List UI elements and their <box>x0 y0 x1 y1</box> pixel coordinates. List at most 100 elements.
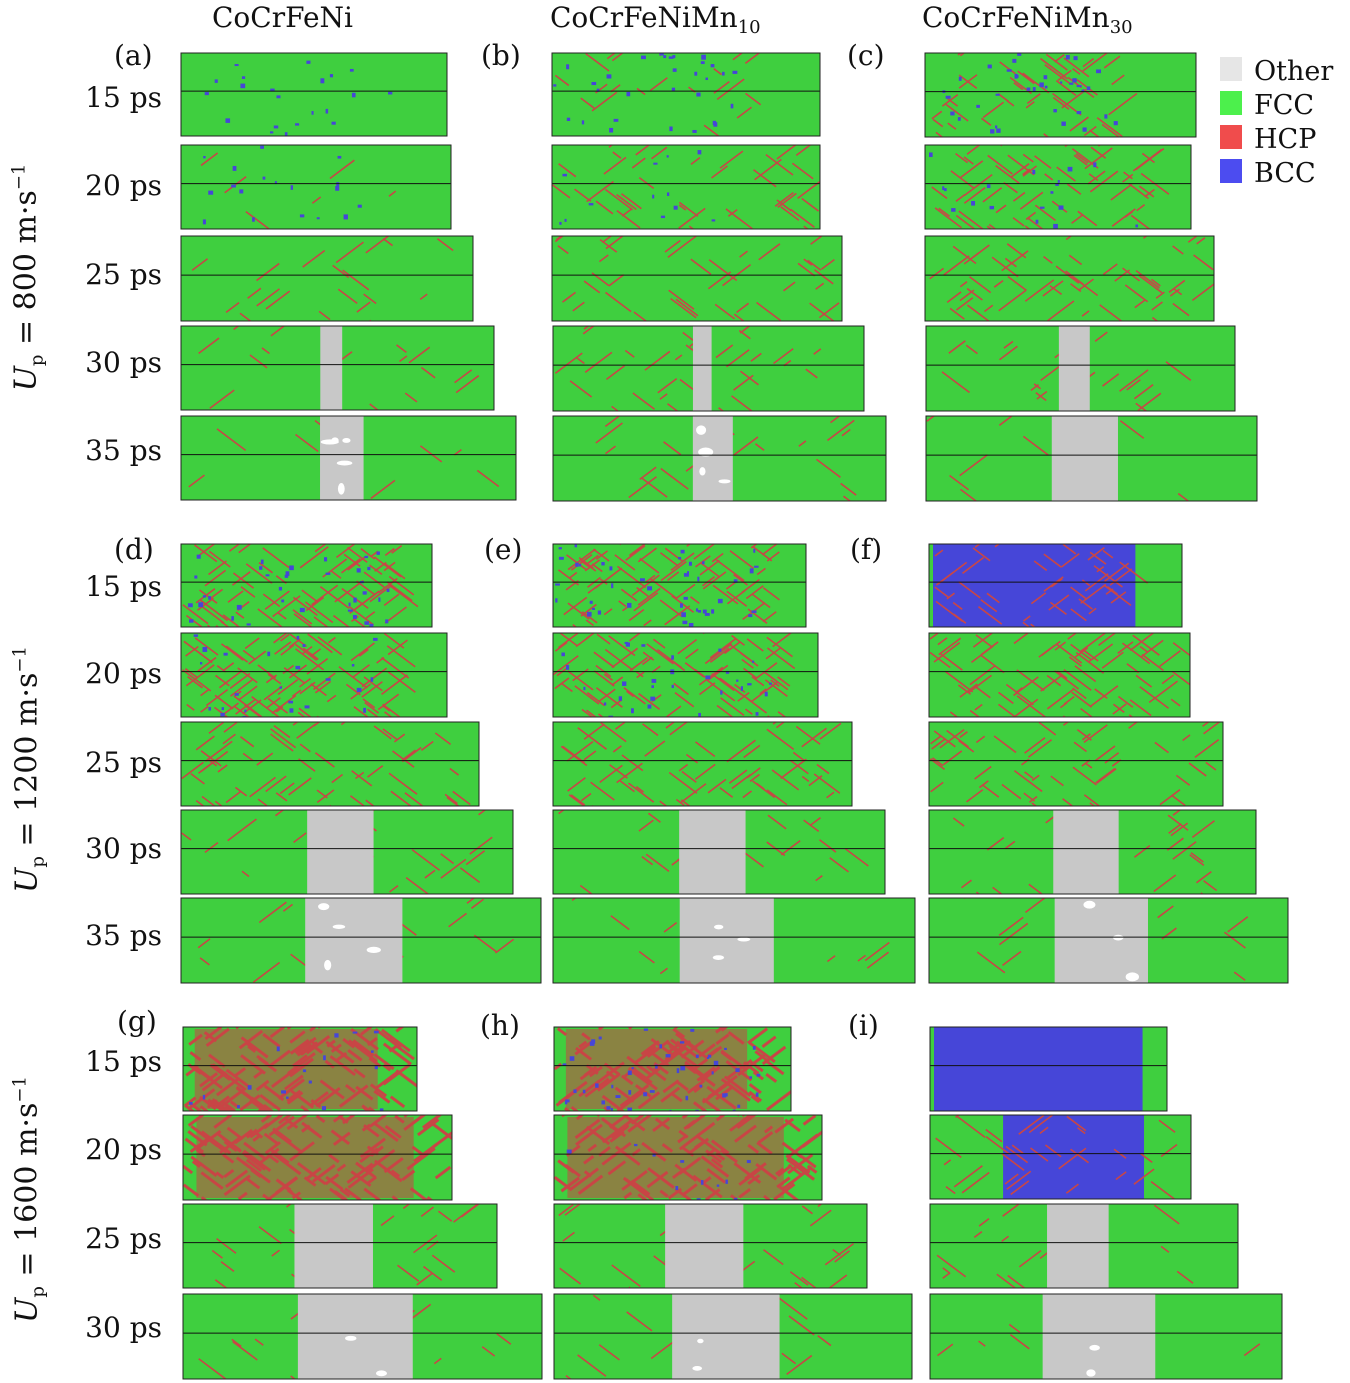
hcp-fault-line <box>317 1027 322 1029</box>
hcp-fault-line <box>273 724 291 739</box>
hcp-fault-line <box>440 853 455 865</box>
hcp-fault-line <box>307 633 333 654</box>
hcp-fault-line <box>275 706 284 713</box>
hcp-fault-line <box>651 146 668 160</box>
snapshot-frame <box>180 897 542 984</box>
hcp-fault-line <box>231 1338 242 1347</box>
hcp-fault-line <box>667 236 698 258</box>
hcp-fault-line <box>750 1094 761 1104</box>
bcc-speck <box>559 221 562 225</box>
hcp-fault-line <box>330 570 342 579</box>
hcp-fault-line <box>558 1204 574 1217</box>
hcp-fault-line <box>1160 1143 1178 1158</box>
hcp-fault-line <box>955 1115 961 1118</box>
hcp-fault-line <box>819 722 842 740</box>
hcp-fault-line <box>1129 633 1155 651</box>
bcc-speck <box>700 1180 704 1185</box>
hcp-fault-line <box>301 589 319 604</box>
hcp-fault-line <box>404 792 424 806</box>
hcp-fault-line <box>974 765 992 780</box>
hcp-fault-line <box>356 301 371 313</box>
hcp-fault-line <box>353 618 366 627</box>
hcp-fault-line <box>585 709 597 717</box>
hcp-fault-line <box>570 554 593 571</box>
bcc-speck <box>601 562 605 566</box>
hcp-fault-line <box>974 544 981 549</box>
bcc-speck <box>225 118 231 123</box>
bcc-speck <box>562 173 567 177</box>
legend-swatch-other <box>1220 57 1242 81</box>
hcp-fault-line <box>1034 155 1052 169</box>
hcp-fault-line <box>1043 133 1050 137</box>
hcp-fault-line <box>929 651 951 669</box>
hcp-fault-line <box>966 287 983 301</box>
hcp-fault-line <box>478 810 487 816</box>
hcp-fault-line <box>382 703 401 717</box>
bcc-speck <box>692 129 697 133</box>
hcp-fault-line <box>993 279 1004 288</box>
hcp-fault-line <box>1115 1171 1127 1181</box>
hcp-fault-line <box>1069 116 1089 132</box>
hcp-fault-line <box>664 239 681 253</box>
hcp-fault-line <box>609 764 628 779</box>
hcp-fault-line <box>310 648 322 657</box>
hcp-fault-line <box>702 576 715 587</box>
snapshot-content <box>553 898 915 983</box>
hcp-fault-line <box>947 97 959 107</box>
hcp-fault-line <box>1054 54 1065 63</box>
bcc-speck <box>369 623 374 627</box>
snapshot-panel <box>928 721 1224 807</box>
hcp-fault-line <box>719 150 744 169</box>
hcp-fault-line <box>1012 217 1025 227</box>
time-label-g2-30: 30 ps <box>85 832 162 865</box>
hcp-fault-line <box>1089 129 1101 137</box>
bcc-speck <box>187 603 193 608</box>
hcp-fault-line <box>363 676 383 692</box>
hcp-fault-line <box>235 611 245 619</box>
hcp-fault-line <box>1096 117 1123 137</box>
hcp-fault-line <box>1196 237 1206 245</box>
hcp-fault-line <box>264 590 290 610</box>
bcc-speck <box>601 1100 606 1105</box>
hcp-fault-line <box>620 193 642 210</box>
hcp-fault-line <box>801 727 827 748</box>
hcp-fault-line <box>1141 653 1164 672</box>
hcp-fault-line <box>994 544 1001 548</box>
time-label-g2-25: 25 ps <box>85 746 162 779</box>
hcp-fault-line <box>258 901 287 924</box>
bcc-speck <box>357 204 362 208</box>
hcp-fault-line <box>1058 1147 1087 1170</box>
hcp-fault-line <box>411 849 441 871</box>
bcc-speck <box>198 602 204 608</box>
bcc-speck <box>680 549 685 554</box>
hcp-fault-line <box>417 1118 440 1137</box>
bcc-speck <box>325 678 331 681</box>
bcc-speck <box>276 1046 280 1052</box>
hcp-fault-line <box>1083 125 1097 137</box>
hcp-fault-line <box>387 671 416 693</box>
hcp-fault-line <box>660 467 689 490</box>
bcc-speck <box>193 634 199 637</box>
bcc-speck <box>558 547 562 550</box>
hcp-fault-line <box>1003 181 1018 194</box>
snapshot-panel <box>553 1203 868 1289</box>
hcp-fault-line <box>1102 549 1114 559</box>
hcp-fault-line <box>704 643 733 665</box>
bcc-speck <box>566 117 571 122</box>
bcc-speck <box>1096 69 1102 74</box>
hcp-fault-line <box>469 836 493 855</box>
hcp-fault-line <box>342 269 370 291</box>
void <box>714 924 724 930</box>
hcp-fault-line <box>1004 257 1017 268</box>
hcp-fault-line <box>781 1141 803 1159</box>
bcc-speck <box>329 74 334 78</box>
hcp-fault-line <box>663 441 682 456</box>
hcp-fault-line <box>384 711 393 717</box>
hcp-fault-line <box>678 207 706 229</box>
snapshot-frame <box>551 52 821 137</box>
bcc-speck <box>591 81 597 86</box>
hcp-fault-line <box>1182 734 1191 742</box>
hcp-fault-line <box>413 1234 438 1254</box>
hcp-fault-line <box>271 694 297 714</box>
bcc-speck <box>1055 183 1059 186</box>
